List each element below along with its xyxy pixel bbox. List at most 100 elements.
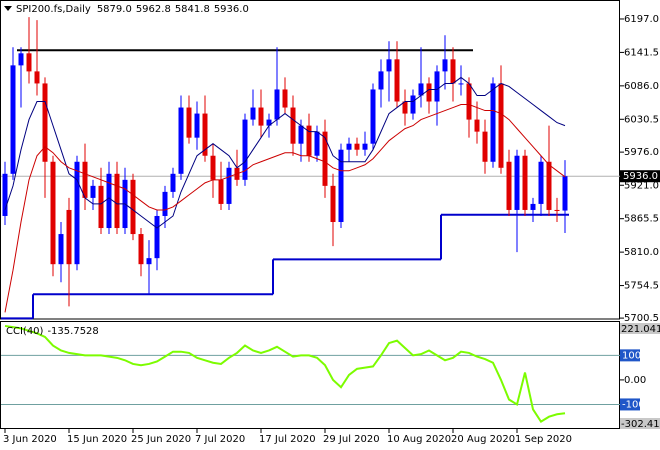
candle-body [274,89,280,120]
cci-name: CCI(40) [6,326,44,337]
candle-body [442,59,448,72]
y-tick-label: 6197.0 [624,14,659,25]
candle-body [42,83,48,162]
x-tick-label: 15 Jun 2020 [67,434,127,445]
candle-body [418,83,424,96]
candle-body [370,89,376,144]
candle-body [242,119,248,180]
candle-body [130,179,136,235]
candle-body [10,65,16,174]
open-label: 5879.0 [97,4,132,15]
x-tick-label: 7 Jul 2020 [195,434,245,445]
candle-body [250,107,256,120]
candle-body [194,113,200,138]
x-tick-label: 10 Aug 2020 [387,434,451,445]
y-tick-label: 6086.0 [624,81,659,92]
cci-label: CCI(40) -135.7528 [6,326,99,337]
x-tick-label: 3 Jun 2020 [3,434,57,445]
candle-body [154,215,160,259]
candle-body [50,161,56,265]
cci-value: -135.7528 [47,326,98,337]
candle-body [66,209,72,265]
y-tick-label: 5976.0 [624,147,659,158]
x-tick-label: 17 Jul 2020 [259,434,316,445]
menu-icon [4,6,12,11]
candle-body [458,83,464,85]
candle-body [410,95,416,114]
candle-body [514,155,520,210]
low-label: 5841.8 [175,4,210,15]
candle-body [498,83,504,168]
candle-body [482,131,488,162]
min-label: -302.418 [621,419,660,430]
candle-body [282,89,288,108]
candle-body [466,83,472,120]
candle-body [346,143,352,150]
candle-body [306,125,312,156]
candle-body [58,234,64,265]
moving-average [4,104,566,313]
candle-body [114,173,120,229]
y-tick-label: 6030.5 [624,114,659,125]
candle-body [354,143,360,150]
max-tag [620,323,660,334]
candle-body [490,83,496,162]
high-label: 5962.8 [136,4,171,15]
close-label: 5936.0 [214,4,249,15]
candle-body [554,209,560,211]
candle-body [178,107,184,174]
cci-line [4,324,566,423]
y-tick-label: 0.00 [624,375,646,386]
candle-body [98,185,104,229]
price-tag [620,170,660,183]
candle-body [290,107,296,144]
candle-body [394,59,400,102]
candle-body [226,167,232,204]
candle-body [522,155,528,210]
candle-body [530,203,536,210]
x-tick-label: 1 Sep 2020 [515,434,572,445]
candle-body [338,149,344,223]
candle-body [162,191,168,216]
x-tick-label: 25 Jun 2020 [131,434,191,445]
candle-body [2,173,8,216]
y-tick-label: 100 [622,350,641,361]
candle-body [314,131,320,156]
candle-body [82,161,88,198]
candle-body [378,71,384,90]
candle-body [202,113,208,156]
candle-body [546,161,552,210]
candle-body [322,131,328,186]
y-tick-label: -100 [622,399,645,410]
candle-body [362,143,368,150]
candle-body [218,179,224,204]
moving-average [4,76,566,229]
candle-body [106,173,112,229]
y-tick-label: 5810.0 [624,247,659,258]
price-tag-label: 5936.0 [623,171,658,182]
candle-body [538,161,544,204]
max-label: 221.0417 [621,324,660,335]
candle-body [562,176,568,211]
candle-body [138,234,144,265]
y-tick-label: 6141.5 [624,47,659,58]
candle-body [74,161,80,265]
candle-body [170,173,176,192]
candle-body [34,71,40,84]
candle-body [266,119,272,126]
y-tick-label: 5865.5 [624,214,659,225]
candle-body [506,161,512,210]
candle-body [298,125,304,144]
y-tick-label: 5754.5 [624,281,659,292]
candle-body [186,107,192,138]
x-tick-label: 29 Jul 2020 [323,434,380,445]
candle-body [18,53,24,66]
y-tick-label: 5700.5 [624,313,659,324]
symbol: SPI200.fs,Daily [16,4,91,15]
candle-body [450,59,456,84]
cci-panel [0,321,620,429]
candle-body [90,185,96,198]
candle-body [146,258,152,265]
candle-body [386,59,392,72]
